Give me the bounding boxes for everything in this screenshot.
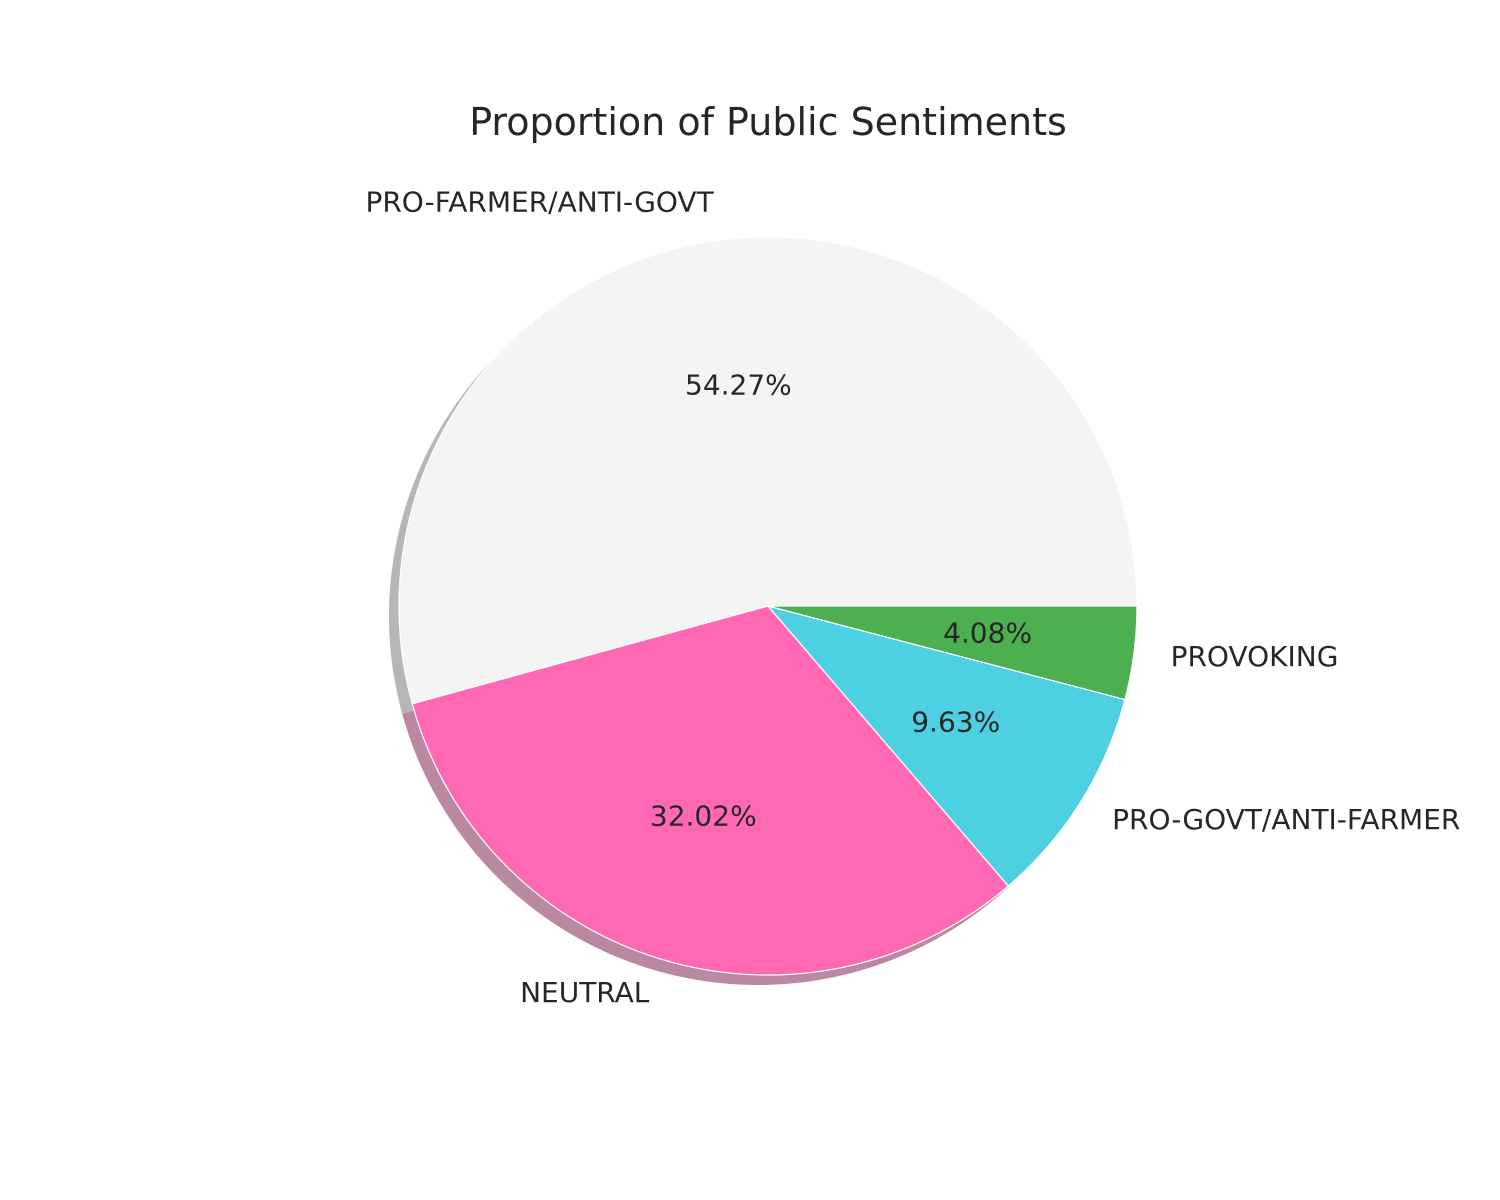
slice-pro-farmer-anti-govt — [398, 236, 1138, 705]
pie-labels: PRO-FARMER/ANTI-GOVT 54.27% NEUTRAL 32.02% P… — [365, 186, 1460, 1009]
slice-pro-govt-anti-farmer — [766, 604, 1126, 887]
slice-provoking — [767, 605, 1138, 701]
slice-label-provoking: PROVOKING — [1171, 640, 1339, 673]
slice-label-pro-govt-anti-farmer: PRO-GOVT/ANTI-FARMER — [1112, 803, 1460, 836]
slice-pct-provoking: 4.08% — [943, 616, 1032, 649]
slice-pct-neutral: 32.02% — [650, 800, 757, 833]
pie-slices — [398, 236, 1138, 976]
slice-label-pro-farmer-anti-govt: PRO-FARMER/ANTI-GOVT — [365, 186, 714, 219]
slice-label-neutral: NEUTRAL — [520, 976, 650, 1009]
chart-title: Proportion of Public Sentiments — [469, 100, 1067, 144]
slice-neutral — [411, 605, 1010, 976]
slice-pct-pro-farmer-anti-govt: 54.27% — [685, 369, 792, 402]
slice-pct-pro-govt-anti-farmer: 9.63% — [911, 705, 1000, 738]
